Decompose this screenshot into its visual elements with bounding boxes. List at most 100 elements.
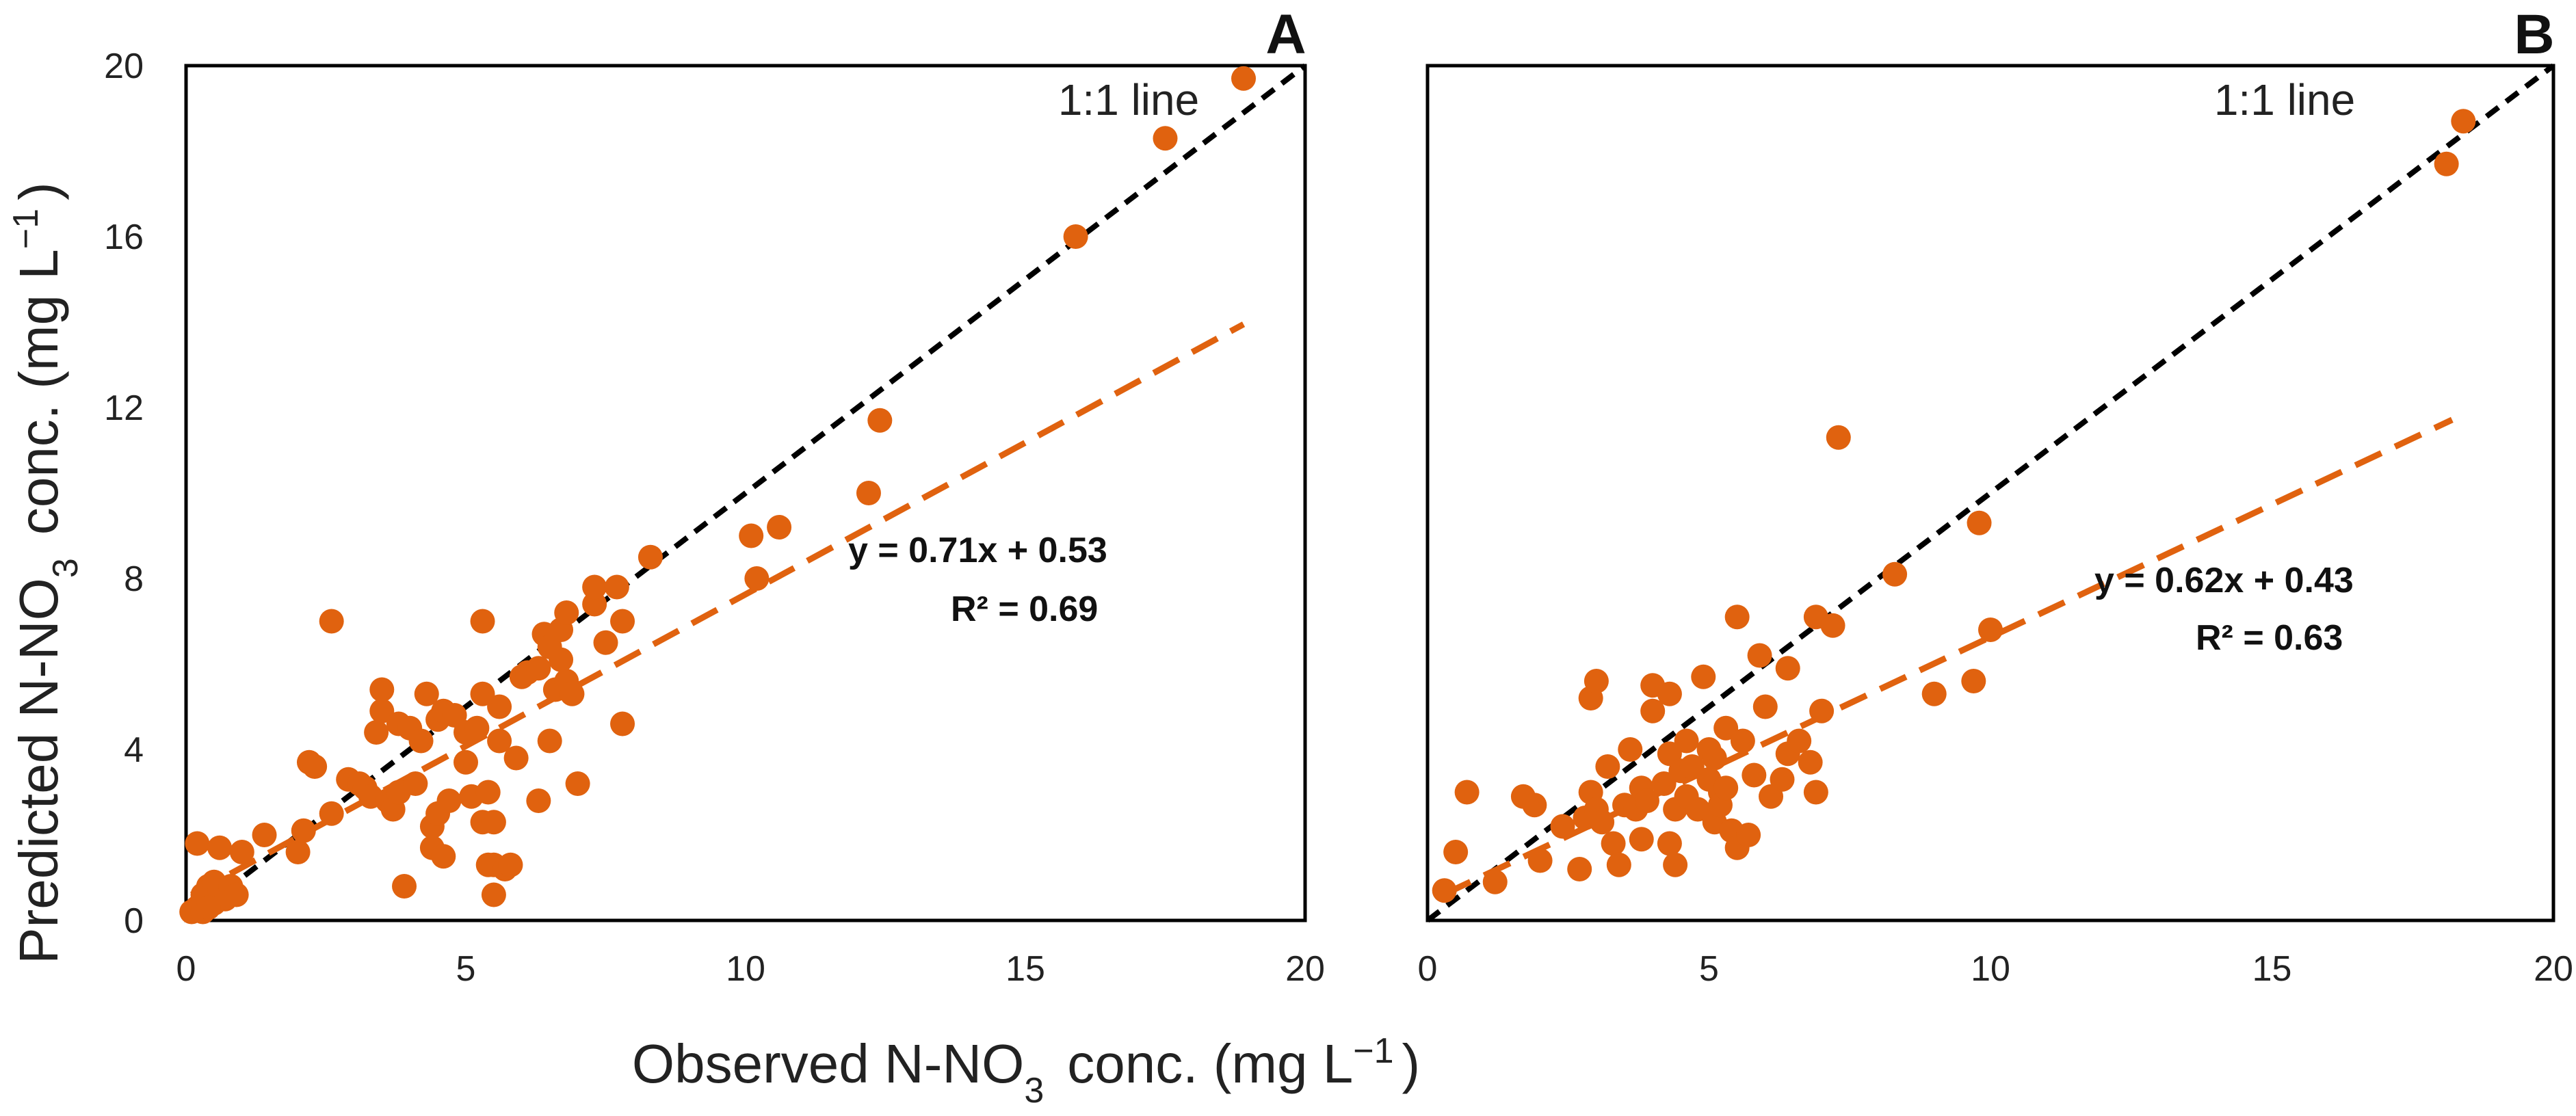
data-point [1775, 656, 1800, 681]
data-point [481, 810, 506, 835]
data-point [1595, 754, 1620, 779]
data-point [196, 895, 221, 920]
x-tick-label: 5 [456, 949, 476, 989]
data-point [319, 801, 344, 826]
data-point [526, 656, 551, 681]
x-tick-label: 10 [1971, 949, 2010, 989]
data-point [1443, 840, 1469, 864]
data-point [744, 566, 770, 591]
data-point [1921, 681, 1947, 706]
data-point [1590, 810, 1615, 835]
data-point [1752, 694, 1778, 719]
data-point [408, 728, 434, 754]
data-point [1629, 827, 1654, 852]
r-squared-label: R² = 0.63 [2196, 618, 2343, 658]
r-squared-label: R² = 0.69 [951, 589, 1098, 629]
data-point [1567, 857, 1592, 881]
x-tick-label: 5 [1699, 949, 1719, 989]
data-point [1730, 728, 1755, 754]
data-point [1809, 698, 1835, 723]
data-point [1651, 771, 1677, 796]
one-to-one-label: 1:1 line [2214, 75, 2355, 124]
panel-b: 0 5 10 15 20 B 1:1 line y = 0.62x + 0.43 R² = 0.… [1418, 3, 2573, 989]
data-point [1657, 681, 1682, 706]
data-point [487, 728, 512, 754]
data-point [549, 647, 574, 672]
data-point [1527, 848, 1553, 873]
y-tick-label: 16 [104, 217, 144, 257]
data-point [2434, 151, 2459, 176]
data-point [481, 882, 506, 907]
y-axis-title-main: Predicted N-NO [8, 578, 69, 964]
data-point [498, 852, 523, 877]
data-point [1742, 762, 1767, 788]
data-point [1961, 669, 1986, 693]
data-point [464, 715, 490, 741]
data-point [1820, 613, 1845, 638]
data-point [1803, 780, 1828, 805]
regression-line [1443, 416, 2454, 897]
data-point [1063, 224, 1088, 249]
data-point [475, 780, 501, 805]
one-to-one-label: 1:1 line [1058, 75, 1199, 124]
data-point [1601, 831, 1626, 856]
data-point [291, 818, 316, 843]
data-point [369, 677, 395, 702]
x-tick-label: 20 [1285, 949, 1325, 989]
panel-letter: B [2514, 3, 2554, 66]
x-tick-label: 0 [176, 949, 196, 989]
data-point [1454, 780, 1480, 805]
one-to-one-line [1425, 63, 2555, 923]
data-point [1640, 698, 1666, 723]
data-point [319, 609, 344, 634]
data-point [369, 698, 395, 723]
y-tick-label: 20 [104, 46, 144, 86]
x-axis-title-sup: −1 [1353, 1031, 1393, 1071]
data-point [2451, 109, 2476, 134]
x-axis-title-close: ) [1402, 1033, 1421, 1094]
data-point [1736, 823, 1761, 847]
data-point [1606, 852, 1631, 877]
data-point [767, 515, 792, 540]
data-point [414, 681, 439, 706]
plot-frame [1425, 64, 2555, 922]
data-point [638, 544, 663, 570]
panel-a: 0 5 10 15 20 0 4 8 12 16 20 A 1:1 line y = 0.71x + 0.… [104, 3, 1325, 989]
data-point [1967, 510, 1992, 535]
data-point [1550, 814, 1575, 839]
data-point [1522, 793, 1547, 818]
data-point [285, 840, 311, 864]
data-point [1685, 797, 1711, 822]
data-point [1798, 749, 1823, 775]
x-axis-title-unit: conc. (mg L [1067, 1033, 1353, 1094]
y-axis-title-close: ) [8, 182, 69, 200]
data-point [185, 831, 210, 856]
x-tick-label: 15 [1006, 949, 1045, 989]
data-point [1770, 767, 1795, 792]
x-tick-label: 20 [2534, 949, 2573, 989]
x-tick-label: 0 [1418, 949, 1438, 989]
data-point [487, 694, 512, 719]
data-point [1702, 745, 1727, 771]
y-axis-title: Predicted N-NO3 conc. (mg L−1) [6, 182, 86, 964]
data-point [1691, 664, 1716, 689]
data-point [431, 844, 456, 869]
data-point [224, 882, 249, 907]
data-point [1679, 754, 1705, 779]
x-axis-title-sub: 3 [1024, 1071, 1044, 1111]
data-point [403, 771, 428, 796]
data-point [1713, 715, 1739, 741]
x-axis-title: Observed N-NO3 conc. (mg L−1) [632, 1031, 1420, 1111]
data-point [610, 609, 635, 634]
regression-equation: y = 0.62x + 0.43 [2094, 561, 2354, 600]
y-axis-title-sub: 3 [46, 558, 86, 578]
data-point [229, 840, 254, 864]
data-point [470, 681, 495, 706]
data-point [503, 745, 529, 771]
panel-letter: A [1265, 3, 1306, 66]
data-point [1747, 643, 1772, 668]
data-point [593, 630, 618, 655]
data-point [867, 408, 893, 433]
data-point [1787, 728, 1812, 754]
y-tick-label: 0 [124, 901, 144, 941]
